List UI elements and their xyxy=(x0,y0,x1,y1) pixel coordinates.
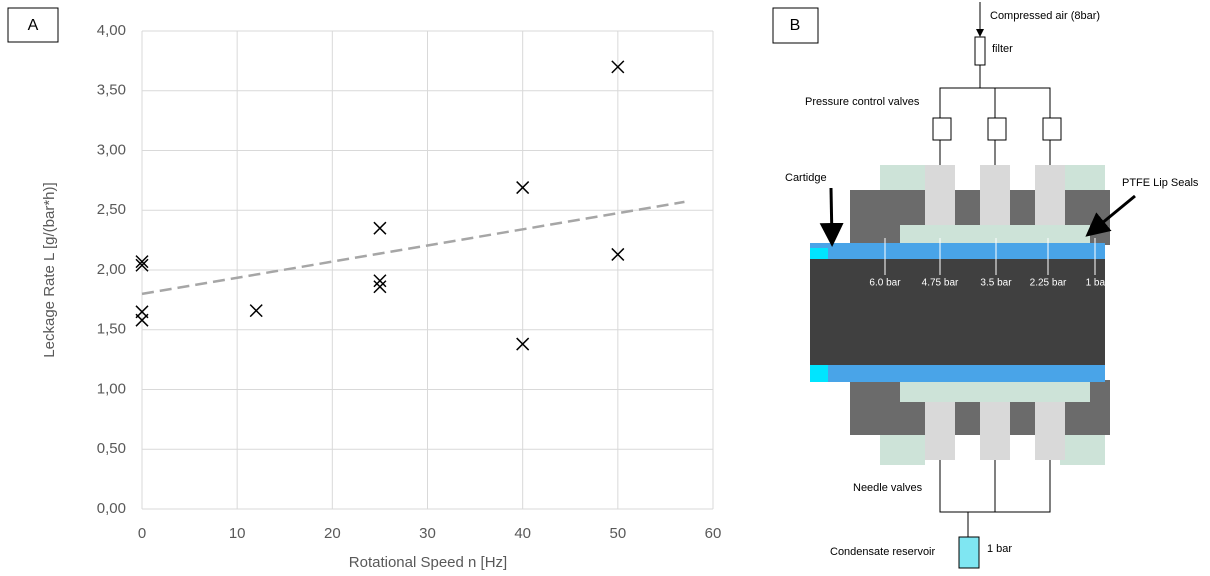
trend-line xyxy=(141,200,685,296)
x-tick-label: 50 xyxy=(609,525,626,542)
point xyxy=(135,255,149,269)
machine xyxy=(810,165,1110,465)
point xyxy=(611,247,625,261)
y-tick-label: 3,50 xyxy=(97,82,126,99)
x-tick-label: 20 xyxy=(324,525,341,542)
point xyxy=(135,258,149,272)
panel-label-box xyxy=(772,7,819,44)
pressure-label: 2.25 bar xyxy=(1030,278,1067,289)
x-tick-label: 10 xyxy=(229,525,246,542)
pressure-label: 3.5 bar xyxy=(980,278,1012,289)
pressure-label: 1 bar xyxy=(1086,278,1109,289)
label: Cartidge xyxy=(785,172,827,184)
point xyxy=(373,221,387,235)
point xyxy=(611,60,625,74)
y-tick-label: 2,00 xyxy=(97,261,126,278)
point xyxy=(135,313,149,327)
panel-label-box xyxy=(7,7,59,43)
pressure-label: 4.75 bar xyxy=(922,278,959,289)
point xyxy=(516,337,530,351)
arrow xyxy=(819,187,844,247)
pressure-taps xyxy=(884,238,1096,275)
y-tick-label: 0,00 xyxy=(97,500,126,517)
x-tick-label: 30 xyxy=(419,525,436,542)
label: Needle valves xyxy=(853,482,923,494)
reservoir xyxy=(958,536,980,569)
point xyxy=(516,181,530,195)
y-tick-label: 1,00 xyxy=(97,380,126,397)
panel-a: A Rotational Speed n [Hz] Leckage Rate L… xyxy=(7,7,507,571)
y-tick-label: 0,50 xyxy=(97,440,126,457)
point xyxy=(249,304,263,318)
y-axis-label: Leckage Rate L [g/(bar*h)] xyxy=(41,182,58,357)
label: filter xyxy=(992,43,1013,55)
arrow xyxy=(1085,194,1136,237)
label: Compressed air (8bar) xyxy=(990,10,1100,22)
point xyxy=(373,274,387,288)
x-axis-label: Rotational Speed n [Hz] xyxy=(349,554,507,571)
x-tick-label: 40 xyxy=(514,525,531,542)
panel-label: B xyxy=(790,17,801,34)
point xyxy=(373,280,387,294)
y-tick-label: 2,50 xyxy=(97,201,126,218)
plot-area: 0,00 0,50 1,00 1,50 2,00 2,50 3,00 3,50 4,00 0 10 2… xyxy=(97,22,722,542)
label: 1 bar xyxy=(987,543,1012,555)
piping xyxy=(932,2,1062,537)
pressure-label: 6.0 bar xyxy=(869,278,901,289)
label: PTFE Lip Seals xyxy=(1122,177,1199,189)
label: Condensate reservoir xyxy=(830,546,936,558)
y-tick-label: 4,00 xyxy=(97,22,126,39)
panel-label: A xyxy=(28,17,39,34)
y-tick-label: 1,50 xyxy=(97,321,126,338)
y-tick-label: 3,00 xyxy=(97,141,126,158)
label: Pressure control valves xyxy=(805,96,920,108)
x-tick-label: 0 xyxy=(138,525,146,542)
panel-b: B xyxy=(772,2,1199,569)
x-tick-label: 60 xyxy=(705,525,722,542)
